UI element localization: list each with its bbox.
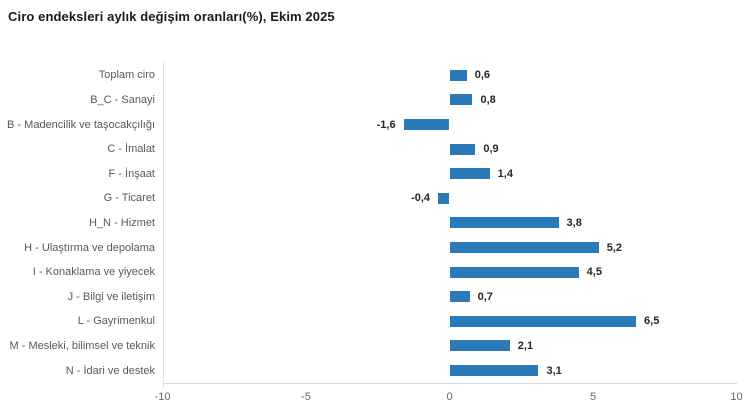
category-label: G - Ticaret — [103, 192, 155, 205]
bar — [449, 168, 490, 180]
value-label: 3,1 — [546, 364, 562, 377]
value-label: 5,2 — [606, 241, 623, 254]
bar — [438, 192, 450, 204]
category-label: N - İdari ve destek — [65, 364, 155, 377]
category-label: B_C - Sanayi — [90, 93, 155, 106]
category-label: C - İmalat — [107, 143, 155, 156]
value-label: 4,5 — [586, 266, 602, 279]
bar — [449, 143, 476, 155]
category-label: M - Mesleki, bilimsel ve teknik — [9, 339, 155, 352]
category-label: H - Ulaştırma ve depolama — [24, 241, 155, 254]
bar — [403, 119, 450, 130]
chart-title: Ciro endeksleri aylık değişim oranları(%… — [8, 9, 335, 24]
x-axis-line — [162, 383, 737, 384]
bar — [449, 266, 579, 278]
category-label: L - Gayrimenkul — [77, 315, 155, 328]
bar — [449, 315, 637, 327]
category-label: B - Madencilik ve taşocakçılığı — [7, 118, 155, 131]
x-tick-label: 0 — [446, 391, 453, 403]
bar — [449, 94, 473, 106]
category-label: J - Bilgi ve iletişim — [67, 290, 155, 303]
value-label: 0,7 — [477, 290, 493, 303]
x-tick-label: 5 — [589, 391, 597, 403]
bar — [449, 242, 599, 253]
value-label: 0,8 — [480, 93, 496, 106]
value-label: -1,6 — [376, 118, 396, 131]
x-tick-label: 10 — [730, 391, 743, 403]
x-tick-label: -5 — [301, 391, 311, 403]
category-label: H_N - Hizmet — [88, 216, 155, 229]
category-label: F - İnşaat — [108, 167, 155, 180]
x-tick-label: -10 — [154, 391, 171, 403]
bar — [449, 217, 559, 229]
value-label: 3,8 — [566, 216, 582, 229]
bar — [449, 291, 470, 303]
bar — [449, 69, 467, 81]
value-label: 0,6 — [474, 69, 491, 82]
value-label: 1,4 — [497, 167, 513, 180]
plot-left-border — [162, 62, 164, 383]
bar — [449, 365, 539, 376]
value-label: 6,5 — [644, 315, 660, 328]
value-label: 0,9 — [483, 143, 499, 156]
category-label: I - Konaklama ve yiyecek — [32, 266, 155, 279]
value-label: 2,1 — [517, 339, 534, 352]
bar — [449, 340, 510, 352]
category-label: Toplam ciro — [98, 69, 155, 82]
value-label: -0,4 — [411, 192, 431, 205]
x-axis-tick — [162, 383, 164, 387]
